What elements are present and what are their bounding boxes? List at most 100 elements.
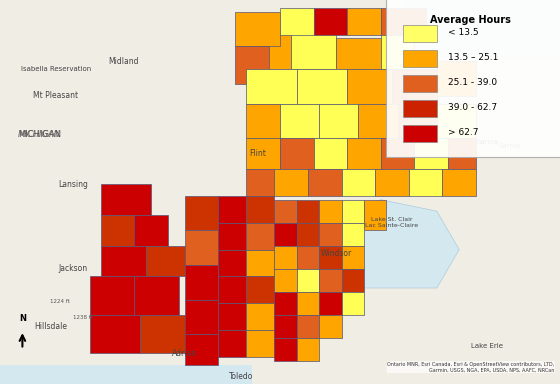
Bar: [319, 200, 342, 223]
Bar: [398, 104, 437, 138]
Text: Toledo: Toledo: [228, 372, 253, 381]
Bar: [246, 223, 274, 250]
Bar: [274, 169, 308, 196]
FancyBboxPatch shape: [386, 0, 560, 157]
Text: 39.0 - 62.7: 39.0 - 62.7: [448, 103, 497, 112]
Bar: [218, 276, 246, 303]
Bar: [319, 315, 342, 338]
Bar: [246, 31, 291, 69]
Bar: [297, 246, 319, 269]
Bar: [375, 169, 409, 196]
Bar: [297, 200, 319, 223]
Text: Hillsdale: Hillsdale: [34, 322, 67, 331]
Bar: [146, 246, 185, 276]
Bar: [101, 215, 134, 246]
Bar: [319, 269, 342, 292]
Bar: [291, 31, 336, 69]
Polygon shape: [0, 0, 252, 365]
Bar: [185, 334, 218, 365]
Bar: [342, 246, 364, 269]
Bar: [218, 250, 246, 276]
Bar: [185, 300, 218, 334]
Bar: [274, 338, 297, 361]
Text: 1238 ft: 1238 ft: [73, 315, 92, 320]
Text: Flint: Flint: [249, 149, 266, 158]
Bar: [347, 138, 381, 169]
Bar: [364, 200, 386, 230]
Bar: [342, 169, 375, 196]
Text: Windsor: Windsor: [320, 249, 352, 258]
Bar: [280, 104, 319, 138]
Bar: [246, 330, 274, 357]
Bar: [381, 31, 414, 69]
Bar: [403, 125, 437, 142]
Bar: [403, 25, 437, 42]
Bar: [297, 69, 347, 104]
Bar: [274, 269, 297, 292]
Bar: [246, 250, 274, 276]
Bar: [314, 8, 347, 35]
Bar: [297, 338, 319, 361]
Bar: [314, 138, 347, 169]
Bar: [297, 223, 319, 246]
Bar: [448, 138, 476, 169]
Bar: [246, 196, 274, 223]
Bar: [319, 246, 342, 269]
Bar: [101, 246, 146, 276]
Text: Sarnia: Sarnia: [476, 139, 498, 145]
Bar: [246, 276, 274, 303]
Bar: [218, 223, 246, 250]
Text: Sarnia: Sarnia: [498, 143, 521, 149]
Text: Lake St. Clair
Lac Sainte-Claire: Lake St. Clair Lac Sainte-Claire: [366, 217, 418, 228]
Bar: [218, 196, 246, 223]
Bar: [297, 315, 319, 338]
Bar: [409, 169, 442, 196]
Text: Midland: Midland: [108, 57, 138, 66]
Bar: [246, 303, 274, 330]
Bar: [274, 315, 297, 338]
Bar: [403, 50, 437, 67]
Bar: [414, 138, 448, 169]
Polygon shape: [403, 0, 560, 58]
Polygon shape: [252, 0, 560, 384]
Bar: [437, 104, 476, 138]
Bar: [319, 292, 342, 315]
Text: Adrian: Adrian: [172, 349, 197, 358]
Bar: [134, 215, 168, 246]
Text: Mt Pleasant: Mt Pleasant: [34, 91, 78, 101]
Text: MICHIGAN: MICHIGAN: [17, 130, 61, 139]
Bar: [274, 292, 297, 315]
Bar: [297, 269, 319, 292]
Bar: [101, 184, 151, 215]
Bar: [358, 104, 398, 138]
Bar: [381, 138, 414, 169]
Bar: [442, 169, 476, 196]
Bar: [235, 46, 269, 84]
Text: Lake Erie: Lake Erie: [471, 343, 503, 349]
Bar: [90, 276, 134, 315]
Text: Jackson: Jackson: [58, 264, 87, 273]
Bar: [218, 303, 246, 330]
Bar: [403, 100, 437, 117]
Bar: [274, 223, 297, 246]
Bar: [274, 200, 297, 223]
Bar: [140, 315, 190, 353]
Bar: [336, 38, 381, 69]
Text: 1224 ft: 1224 ft: [50, 300, 70, 305]
Bar: [347, 69, 392, 104]
Bar: [246, 69, 297, 104]
Bar: [342, 200, 364, 223]
Bar: [342, 292, 364, 315]
Text: 25.1 - 39.0: 25.1 - 39.0: [448, 78, 497, 87]
Bar: [280, 8, 314, 35]
Text: Ontario MNR, Esri Canada, Esri & OpenStreetView contributors, LTD,
Garmin, USGS,: Ontario MNR, Esri Canada, Esri & OpenStr…: [388, 362, 554, 372]
Text: Lansing: Lansing: [58, 180, 88, 189]
Bar: [134, 276, 179, 315]
Text: < 13.5: < 13.5: [448, 28, 479, 37]
Bar: [347, 8, 381, 35]
Bar: [246, 138, 280, 169]
Bar: [218, 330, 246, 357]
Text: MICHIGAN: MICHIGAN: [18, 130, 60, 139]
Bar: [319, 223, 342, 246]
Bar: [185, 196, 218, 230]
